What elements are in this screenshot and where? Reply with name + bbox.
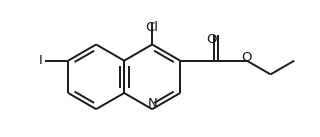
Text: N: N	[147, 97, 157, 110]
Text: O: O	[242, 51, 252, 64]
Text: I: I	[39, 54, 43, 67]
Text: Cl: Cl	[146, 21, 159, 34]
Text: O: O	[206, 33, 217, 46]
